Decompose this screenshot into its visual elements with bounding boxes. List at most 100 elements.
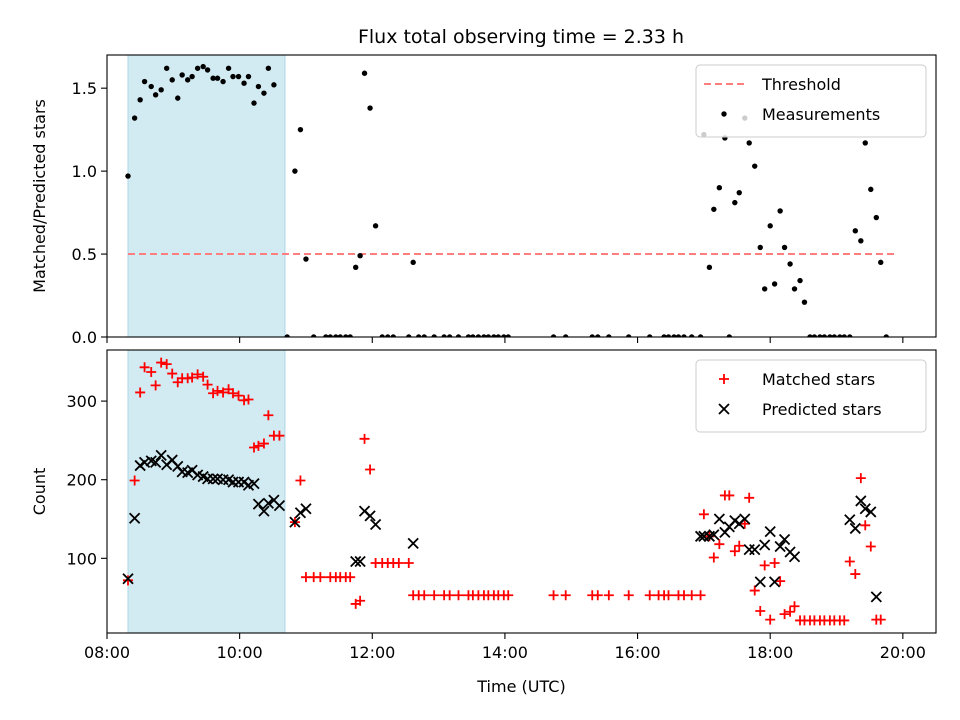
matched-stars-point: [714, 539, 725, 550]
measurement-point: [367, 105, 373, 111]
measurement-point: [858, 238, 864, 244]
matched-stars-point: [146, 367, 157, 378]
measurement-point: [210, 75, 216, 81]
measurement-point: [726, 334, 733, 337]
measurement-point: [626, 334, 632, 337]
measurement-point: [681, 334, 687, 337]
legend-label: Measurements: [762, 105, 880, 124]
bottom-panel: 100 200 300 08:00 10:00 12:00 14:00 16:00 18:00 2…: [30, 349, 937, 696]
measurement-point: [214, 75, 221, 81]
measurement-point: [501, 334, 507, 337]
matched-stars-point: [444, 590, 455, 601]
measurement-point: [883, 334, 889, 337]
matched-stars-point: [187, 372, 198, 383]
measurement-point: [357, 253, 363, 259]
measurement-point: [736, 189, 742, 196]
measurement-point: [475, 334, 482, 337]
matched-stars-point: [228, 388, 239, 399]
measurement-point: [862, 140, 868, 146]
measurement-point: [706, 264, 713, 271]
matched-stars-point: [724, 490, 735, 501]
predicted-stars-point: [407, 537, 419, 550]
matched-stars-point: [156, 357, 167, 368]
measurement-point: [271, 82, 277, 88]
measurement-point: [675, 334, 682, 337]
measurement-point: [194, 65, 201, 71]
predicted-stars-point: [788, 551, 801, 563]
matched-stars-point: [295, 475, 306, 486]
measurement-point: [158, 87, 164, 93]
matched-stars-point: [233, 390, 244, 401]
measurement-point: [152, 92, 159, 98]
matched-stars-point: [123, 575, 134, 586]
predicted-stars-point: [128, 512, 141, 524]
matched-stars-point: [403, 558, 414, 569]
measurement-point: [255, 83, 262, 90]
predicted-stars-point: [865, 506, 877, 518]
legend-predicted-swatch: [718, 403, 730, 415]
predicted-stars-point: [849, 522, 861, 535]
matched-stars-point: [243, 394, 254, 405]
measurement-point: [746, 140, 752, 146]
predicted-stars-point: [749, 544, 761, 556]
measurement-point: [347, 334, 353, 337]
matched-stars-point: [644, 590, 655, 601]
measurement-point: [801, 299, 808, 305]
measurement-point: [184, 77, 191, 83]
measurement-point: [327, 334, 333, 337]
measurement-point: [225, 65, 232, 71]
matched-stars-point: [663, 590, 674, 601]
y-tick-label: 1.5: [72, 79, 97, 98]
legend: Matched stars Predicted stars: [695, 359, 927, 433]
measurement-point: [689, 334, 695, 337]
measurement-point: [665, 334, 672, 337]
legend-label: Matched stars: [762, 370, 875, 389]
matched-stars-point: [695, 590, 706, 601]
matched-stars-point: [686, 590, 697, 601]
predicted-stars-point: [294, 507, 307, 519]
measurement-point: [485, 334, 492, 337]
observing-span: [127, 54, 286, 338]
measurement-point: [495, 334, 501, 337]
y-tick-label: 200: [66, 471, 97, 490]
matched-stars-point: [345, 572, 356, 583]
measurement-point: [811, 334, 818, 337]
measurement-point: [385, 334, 391, 337]
legend-label: Predicted stars: [762, 400, 882, 419]
measurement-point: [716, 185, 723, 191]
measurement-point: [757, 244, 763, 251]
measurement-point: [125, 173, 131, 179]
matched-stars-point: [744, 492, 755, 503]
measurement-point: [261, 90, 267, 96]
measurement-point: [606, 334, 612, 337]
measurement-point: [204, 67, 211, 73]
matched-stars-point: [548, 590, 559, 601]
predicted-stars-point: [138, 456, 151, 469]
measurement-point: [761, 286, 768, 292]
measurement-point: [179, 72, 185, 78]
measurement-point: [131, 115, 138, 121]
measurement-point: [372, 223, 379, 229]
predicted-stars-point: [248, 478, 260, 490]
matched-stars-point: [249, 442, 260, 453]
measurement-point: [550, 334, 557, 337]
measurement-point: [220, 78, 226, 85]
measurement-point: [791, 286, 798, 292]
matched-stars-point: [355, 595, 366, 606]
y-axis-label: Count: [30, 468, 49, 516]
x-tick-label: 08:00: [84, 643, 130, 662]
matched-stars-point: [192, 369, 203, 380]
measurement-point: [353, 264, 359, 271]
measurement-point: [343, 334, 349, 337]
measurement-point: [200, 63, 206, 70]
y-tick-label: 1.0: [72, 162, 97, 181]
axes-frame: [106, 54, 937, 338]
measurement-point: [595, 334, 601, 337]
matched-stars-point: [129, 475, 140, 486]
matched-stars-point: [875, 614, 886, 625]
predicted-stars-point: [855, 495, 867, 507]
matched-stars-point: [698, 509, 709, 520]
measurement-point: [333, 334, 339, 337]
legend-box: [695, 64, 927, 138]
matched-stars-point: [263, 410, 274, 421]
